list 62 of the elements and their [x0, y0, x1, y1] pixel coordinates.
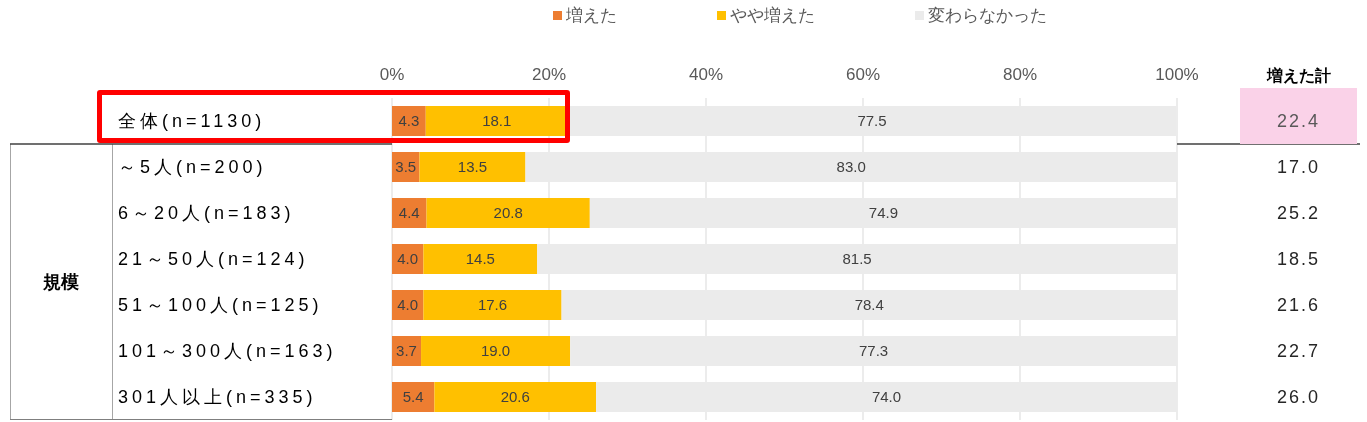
x-tick-label: 20%: [531, 65, 567, 84]
data-label: 13.5: [457, 158, 488, 176]
y-tick-label: 101～300人(n=163): [118, 341, 337, 362]
text: 規模: [42, 271, 80, 294]
data-label: 74.0: [871, 388, 902, 406]
bar: [570, 336, 1177, 366]
text: 21.6: [1275, 294, 1321, 317]
data-label: 78.4: [854, 296, 884, 314]
bar: [392, 382, 435, 412]
text: 22.7: [1275, 340, 1321, 363]
x-tick-label: 100%: [1155, 65, 1199, 84]
y-tick-label: 301人以上(n=335): [118, 387, 317, 408]
data-label: 18.1: [482, 112, 512, 130]
data-label: 20.6: [500, 388, 530, 406]
data-label: 5.4: [402, 388, 424, 406]
data-label: 20.8: [493, 204, 523, 222]
bar: [392, 106, 426, 136]
bar: [537, 244, 1177, 274]
y-tick-label: 51～100人(n=125): [118, 295, 323, 316]
text: 増えた計: [1265, 66, 1332, 86]
data-label: 83.0: [836, 158, 866, 176]
x-tick-label: 60%: [845, 65, 881, 84]
text: 26.0: [1275, 386, 1321, 409]
data-label: 3.7: [396, 342, 417, 360]
bar: [434, 382, 597, 412]
text: 25.2: [1275, 202, 1321, 225]
bar: [525, 152, 1177, 182]
data-label: 17.6: [477, 296, 508, 314]
data-label: 4.0: [397, 296, 419, 314]
text: 17.0: [1275, 156, 1321, 179]
bar: [596, 382, 1177, 412]
data-label: 4.0: [397, 250, 419, 268]
legend-label: やや増えた: [729, 5, 815, 27]
bar: [419, 152, 526, 182]
text: 22.4: [1275, 110, 1321, 133]
data-label: 81.5: [842, 250, 872, 268]
data-label: 77.5: [857, 112, 887, 130]
data-label: 4.3: [398, 112, 420, 130]
data-label: 3.5: [395, 158, 417, 176]
bar: [392, 198, 427, 228]
data-label: 4.4: [398, 204, 420, 222]
data-label: 74.9: [868, 204, 899, 222]
y-tick-label: 全体(n=1130): [118, 111, 266, 132]
x-tick-label: 40%: [688, 65, 724, 84]
y-tick-label: ～5人(n=200): [118, 157, 267, 178]
data-label: 14.5: [465, 250, 495, 268]
legend-label: 変わらなかった: [927, 5, 1047, 27]
bar: [423, 290, 562, 320]
y-tick-label: 21～50人(n=124): [118, 249, 309, 270]
bar: [423, 244, 538, 274]
bar: [426, 198, 590, 228]
bar: [425, 106, 568, 136]
bar: [421, 336, 571, 366]
y-tick-label: 6～20人(n=183): [118, 203, 295, 224]
x-tick-label: 80%: [1002, 65, 1038, 84]
data-label: 77.3: [859, 342, 889, 360]
bar: [561, 290, 1177, 320]
bar: [589, 198, 1177, 228]
data-label: 19.0: [481, 342, 511, 360]
text: 18.5: [1275, 248, 1321, 271]
x-tick-label: 0%: [379, 65, 405, 84]
legend-label: 増えた: [565, 5, 617, 27]
